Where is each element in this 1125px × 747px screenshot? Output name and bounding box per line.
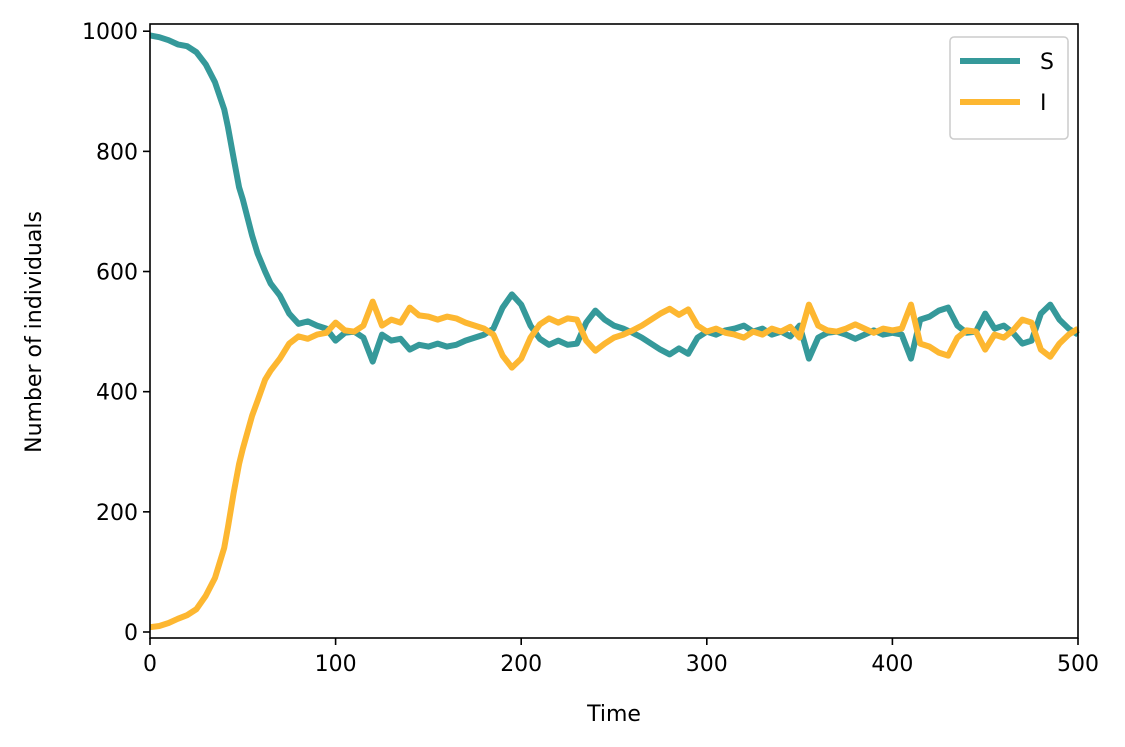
x-tick-label: 200	[500, 652, 542, 677]
plot-frame	[149, 23, 1079, 639]
y-tick-label: 600	[96, 261, 138, 286]
x-tick-label: 100	[315, 652, 357, 677]
legend-label-i: I	[1040, 91, 1047, 116]
y-axis: 0 200 400 600 800 1000	[82, 20, 150, 646]
legend: SI	[949, 36, 1069, 140]
series-layer	[149, 32, 1080, 631]
y-tick-label: 400	[96, 381, 138, 406]
y-axis-label: Number of individuals	[22, 211, 47, 453]
x-tick-label: 0	[143, 652, 157, 677]
legend-label-s: S	[1040, 50, 1054, 75]
y-tick-label: 200	[96, 501, 138, 526]
x-tick-label: 500	[1057, 652, 1099, 677]
x-tick-label: 300	[686, 652, 728, 677]
y-tick-label: 800	[96, 140, 138, 165]
series-line-i	[149, 298, 1080, 631]
plot-background	[150, 24, 1078, 638]
y-tick-label: 1000	[82, 20, 138, 45]
y-tick-label: 0	[124, 621, 138, 646]
x-axis: 0 100 200 300 400 500	[143, 638, 1099, 677]
x-tick-label: 400	[871, 652, 913, 677]
x-axis-label: Time	[586, 702, 641, 727]
